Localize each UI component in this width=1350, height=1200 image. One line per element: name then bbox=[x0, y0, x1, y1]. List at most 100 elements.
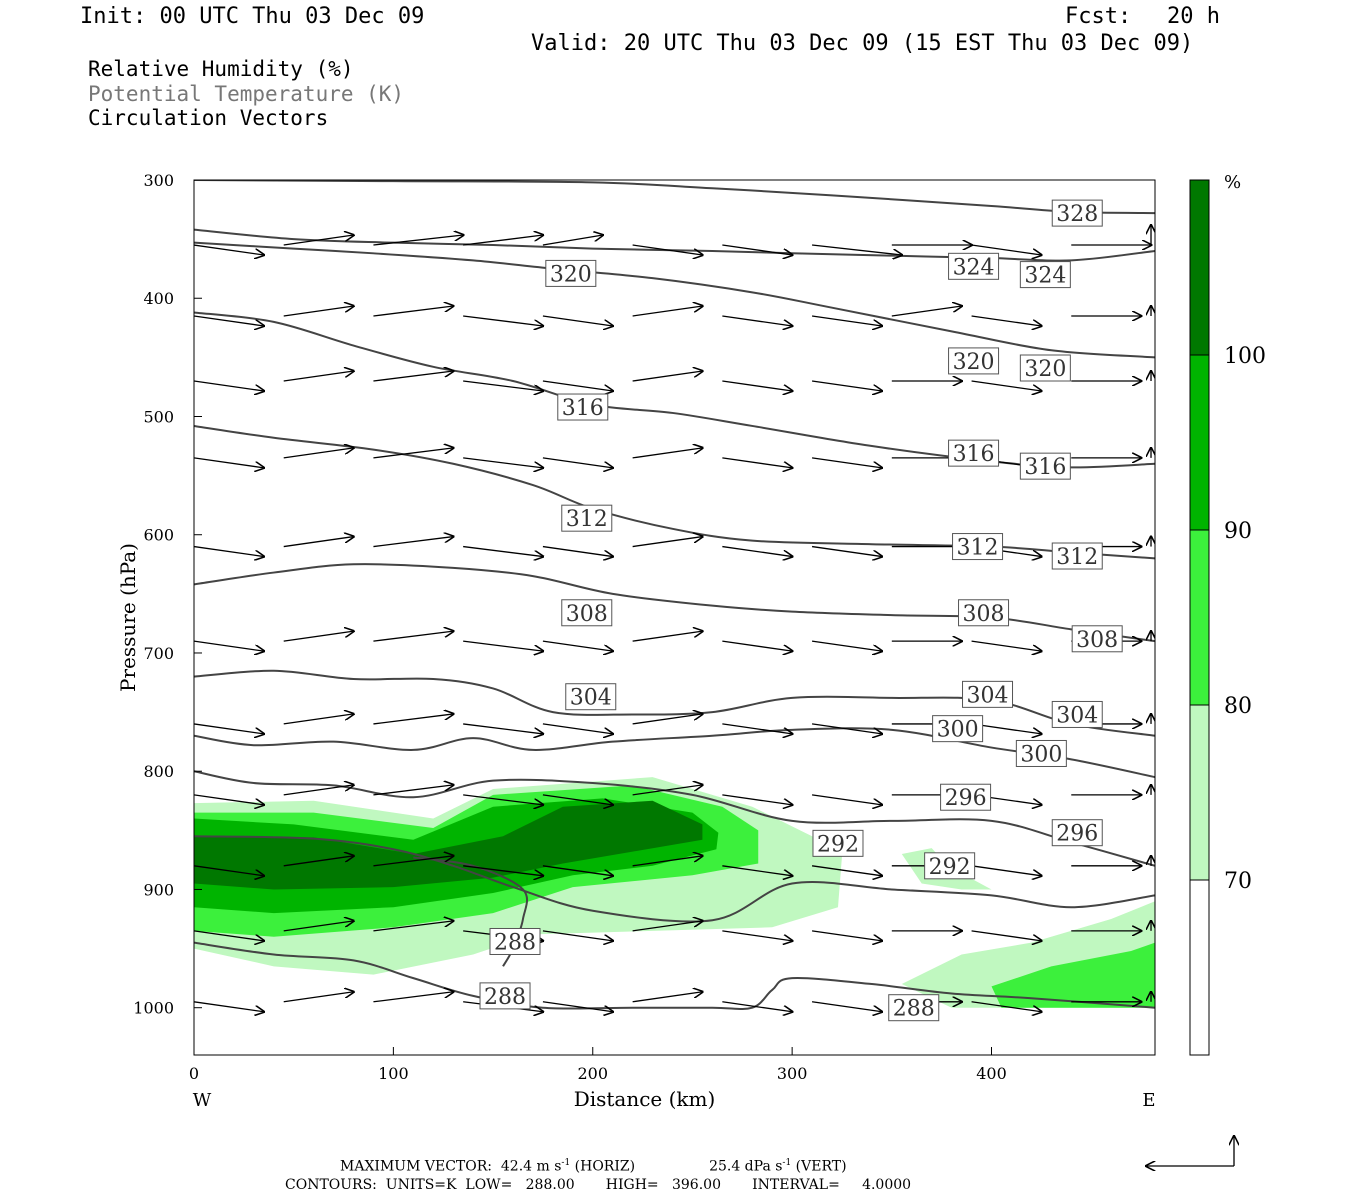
circulation-vector bbox=[463, 545, 543, 557]
circulation-vector bbox=[811, 380, 882, 391]
circulation-vector bbox=[542, 640, 613, 651]
x-axis-label: Distance (km) bbox=[574, 1087, 716, 1111]
circulation-vector bbox=[283, 306, 354, 317]
circulation-vector bbox=[722, 930, 792, 941]
theta-label-box-300 bbox=[932, 715, 984, 743]
theta-label-box-304 bbox=[1051, 700, 1103, 728]
theta-label-box-328 bbox=[1051, 199, 1103, 227]
theta-label-296: 296 bbox=[1056, 822, 1098, 847]
circulation-vector bbox=[463, 235, 543, 246]
circulation-vector bbox=[971, 723, 1042, 734]
circulation-vector bbox=[811, 315, 882, 326]
circulation-vector bbox=[971, 865, 1042, 876]
legend-theta: Potential Temperature (K) bbox=[88, 82, 405, 106]
colorbar-label: 70 bbox=[1224, 869, 1252, 894]
y-tick-label: 400 bbox=[143, 289, 174, 308]
circulation-vector bbox=[971, 930, 1042, 941]
colorbar-label: 80 bbox=[1224, 694, 1252, 719]
circulation-vector bbox=[632, 537, 703, 548]
circulation-vector bbox=[722, 315, 792, 326]
circulation-vector bbox=[194, 380, 264, 391]
theta-label-box-308 bbox=[561, 599, 613, 627]
circulation-vector bbox=[463, 315, 543, 326]
colorbar-unit: % bbox=[1224, 172, 1241, 193]
theta-label-box-324 bbox=[948, 252, 1000, 280]
circulation-vector bbox=[542, 380, 613, 391]
circulation-vector bbox=[373, 371, 453, 382]
theta-label-304: 304 bbox=[570, 686, 612, 711]
circulation-vector bbox=[283, 235, 354, 246]
forecast-hour: 20 h bbox=[1167, 4, 1220, 29]
theta-label-box-316 bbox=[1019, 452, 1071, 480]
circulation-vector bbox=[283, 714, 354, 725]
circulation-vector bbox=[542, 235, 603, 246]
theta-contour-324 bbox=[194, 228, 1155, 262]
circulation-vector bbox=[632, 244, 703, 255]
circulation-vector bbox=[463, 865, 543, 876]
circulation-vector bbox=[811, 1001, 882, 1012]
circulation-vector bbox=[373, 856, 453, 867]
contour-label-layer: 328 324 324 320 320 320 316 316 316 312 312 312 308 3… bbox=[479, 199, 1123, 1022]
colorbar-segment bbox=[1189, 879, 1210, 1056]
colorbar-segment bbox=[1189, 529, 1210, 706]
circulation-vector bbox=[283, 856, 354, 867]
theta-label-288: 288 bbox=[494, 930, 536, 955]
circulation-vector bbox=[811, 723, 882, 734]
circulation-vector bbox=[194, 865, 264, 876]
theta-label-box-308 bbox=[958, 599, 1010, 627]
theta-label-292: 292 bbox=[929, 855, 971, 880]
circulation-vector bbox=[283, 631, 354, 642]
circulation-vector bbox=[463, 794, 543, 805]
humidity-region-100 bbox=[194, 800, 703, 890]
theta-contour-320 bbox=[194, 241, 1155, 359]
west-label: W bbox=[193, 1090, 212, 1111]
init-time: Init: 00 UTC Thu 03 Dec 09 bbox=[80, 4, 425, 29]
circulation-vector bbox=[971, 1001, 1042, 1012]
circulation-vector bbox=[542, 865, 613, 876]
circulation-vector bbox=[811, 794, 882, 805]
circulation-vector bbox=[463, 640, 543, 651]
x-tick-label: 100 bbox=[378, 1064, 409, 1083]
theta-label-320: 320 bbox=[953, 350, 995, 375]
plot-frame bbox=[193, 179, 1156, 1056]
theta-contour-328 bbox=[194, 180, 1155, 215]
theta-label-308: 308 bbox=[963, 602, 1005, 627]
circulation-vector bbox=[632, 856, 703, 867]
theta-label-308: 308 bbox=[566, 602, 608, 627]
circulation-vector bbox=[632, 714, 703, 725]
theta-label-box-288 bbox=[489, 927, 541, 955]
theta-contour-288 bbox=[194, 941, 1155, 1011]
circulation-vector bbox=[373, 631, 453, 642]
circulation-vector bbox=[542, 723, 613, 734]
circulation-vector bbox=[971, 244, 1042, 255]
circulation-vector bbox=[373, 921, 453, 932]
circulation-vector bbox=[632, 448, 703, 459]
x-tick-label: 0 bbox=[189, 1064, 199, 1083]
x-tick-label: 400 bbox=[976, 1064, 1007, 1083]
circulation-vector bbox=[722, 244, 792, 255]
circulation-vector bbox=[542, 1001, 613, 1012]
circulation-vector bbox=[283, 785, 354, 796]
circulation-vector bbox=[373, 537, 453, 548]
theta-label-box-288 bbox=[888, 994, 940, 1022]
theta-label-box-288 bbox=[479, 982, 531, 1010]
theta-label-300: 300 bbox=[937, 718, 979, 743]
circulation-vector bbox=[542, 930, 613, 941]
circulation-vector bbox=[463, 723, 543, 734]
y-tick-label: 700 bbox=[143, 644, 174, 663]
circulation-vector bbox=[632, 921, 703, 932]
circulation-vector bbox=[194, 723, 264, 734]
circulation-vector bbox=[373, 992, 453, 1003]
circulation-vector bbox=[722, 723, 792, 734]
theta-label-box-316 bbox=[948, 439, 1000, 467]
colorbar-segment bbox=[1189, 354, 1210, 531]
circulation-vector bbox=[542, 545, 613, 557]
circulation-vector bbox=[632, 785, 703, 796]
theta-label-box-312 bbox=[1051, 542, 1103, 570]
y-tick-label: 600 bbox=[143, 526, 174, 545]
colorbar: 70 80 90 100% bbox=[1189, 172, 1266, 1056]
colorbar-label: 90 bbox=[1224, 519, 1252, 544]
circulation-vector bbox=[722, 794, 792, 805]
theta-label-box-300 bbox=[1015, 739, 1067, 767]
circulation-vector bbox=[463, 380, 543, 391]
